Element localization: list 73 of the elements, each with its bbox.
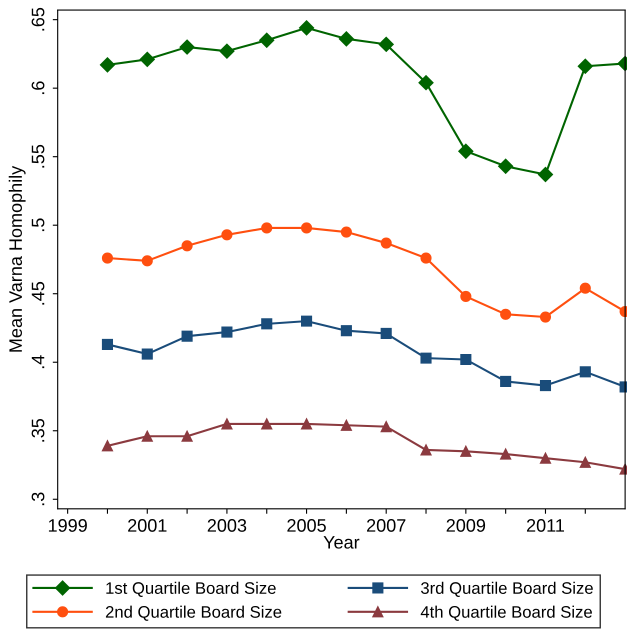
point [182,430,193,442]
point [580,282,591,294]
point [500,376,512,387]
point [219,44,234,59]
legend-label: 3rd Quartile Board Size [420,582,593,597]
point [261,222,272,234]
point [301,316,312,327]
y-tick-label: .5 [32,218,44,232]
point [142,255,153,266]
x-tick-label: 2003 [208,519,246,532]
point [182,240,193,252]
y-tick-label: .65 [32,8,44,31]
point [380,421,392,432]
x-tick-label: 2009 [446,519,486,532]
point [180,39,195,55]
point [420,352,432,364]
point [458,144,474,159]
point [261,418,272,430]
x-tick-label: 2005 [287,519,326,532]
point [102,252,114,264]
point [221,326,232,338]
point [140,52,155,67]
point [261,318,272,330]
point [100,57,116,72]
point [420,252,432,264]
point [102,338,114,350]
point [142,430,153,442]
point [460,446,472,457]
point [420,444,432,456]
x-tick-label: 1999 [48,519,87,532]
point [378,36,394,52]
y-tick-label: .4 [32,355,44,368]
legend-label: 1st Quartile Board Size [106,582,276,597]
point [301,222,312,234]
point [259,32,274,48]
point [540,452,552,464]
point [580,366,591,378]
y-axis-title: Mean Varna Homophily [8,166,26,352]
point [102,440,114,452]
y-tick-label: .6 [32,81,44,94]
point [298,20,314,36]
point [578,58,593,74]
point [460,354,472,366]
point [500,308,512,320]
x-axis-title: Year [324,536,360,549]
point [538,166,554,182]
point [498,158,514,174]
point [221,418,232,430]
point [418,75,434,90]
point [540,311,552,323]
legend-label: 4th Quartile Board Size [420,606,592,621]
y-tick-label: .35 [32,418,44,442]
point [500,448,512,460]
point [380,237,392,249]
y-tick-label: .3 [32,492,44,506]
point [340,420,352,431]
point [182,330,193,342]
point [580,456,591,468]
legend-label: 2nd Quartile Board Size [106,606,282,621]
point [338,31,354,46]
point [301,418,312,430]
point [221,229,232,240]
y-tick-label: .55 [32,144,44,168]
point [540,380,552,392]
y-tick-label: .45 [32,282,44,305]
x-tick-label: 2001 [128,519,166,532]
point [460,290,472,302]
point [142,348,153,360]
point [340,325,352,336]
point [340,226,352,238]
x-tick-label: 2011 [526,519,564,532]
point [380,328,392,340]
x-tick-label: 2007 [367,519,406,532]
